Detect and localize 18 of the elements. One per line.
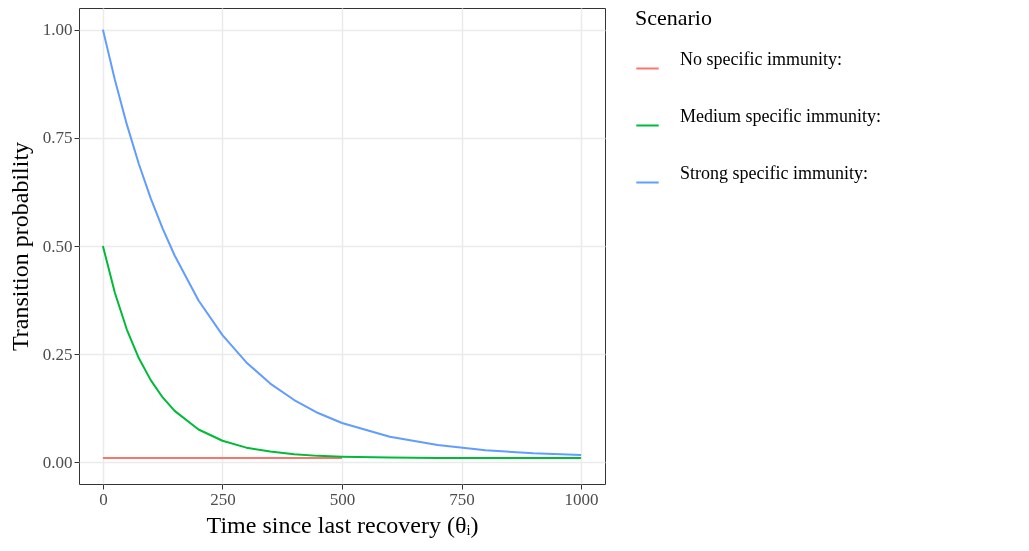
x-tick-label: 250 xyxy=(210,489,236,509)
y-tick-label: 0.50 xyxy=(42,236,73,256)
x-tick-label: 750 xyxy=(449,489,475,509)
line-series xyxy=(101,245,583,460)
y-tick-label: 0.25 xyxy=(42,344,73,364)
x-tick-label: 0 xyxy=(99,489,108,509)
x-tick-label: 1000 xyxy=(564,489,599,509)
y-tick-label: 0.00 xyxy=(42,452,73,472)
y-tick-label: 0.75 xyxy=(42,128,73,148)
x-tick-label: 500 xyxy=(329,489,356,509)
y-tick-label: 1.00 xyxy=(42,20,73,40)
legend-label: Medium specific immunity: xyxy=(680,105,881,126)
x-axis-title: Time since last recovery (θᵢ) xyxy=(206,511,479,538)
legend-label: Strong specific immunity: xyxy=(680,162,868,183)
legend-title: Scenario xyxy=(635,5,712,30)
line-series xyxy=(101,28,583,457)
y-axis-title: Transition probability xyxy=(6,141,33,352)
legend-label: No specific immunity: xyxy=(680,48,842,69)
